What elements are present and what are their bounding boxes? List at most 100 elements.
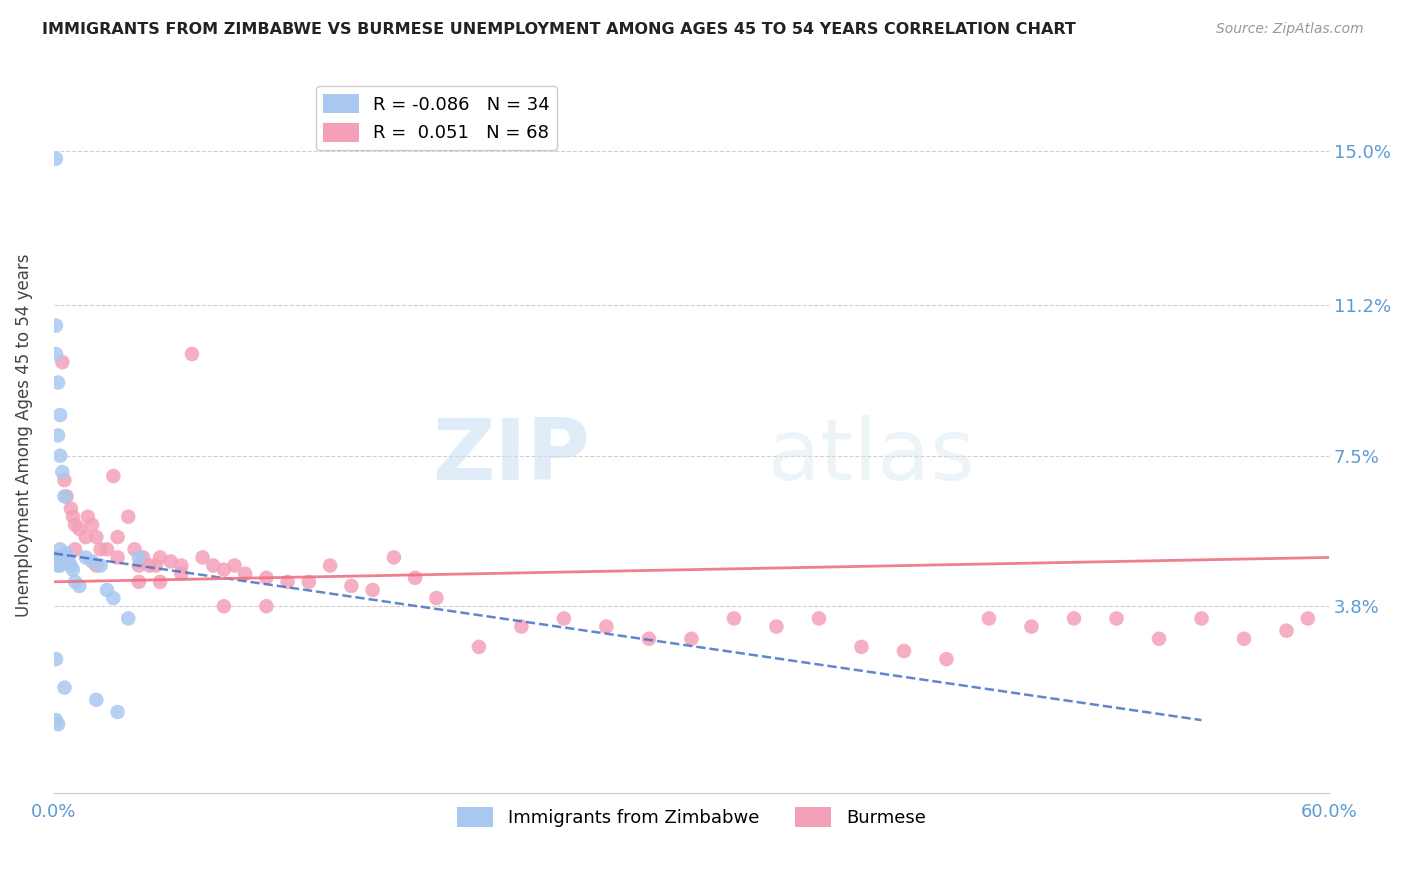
Point	[254, 571, 277, 585]
Point	[86, 558, 108, 573]
Point	[63, 574, 86, 589]
Point	[224, 558, 246, 573]
Point	[159, 554, 181, 568]
Point	[254, 599, 277, 614]
Point	[86, 693, 108, 707]
Point	[62, 509, 84, 524]
Point	[149, 574, 172, 589]
Point	[1191, 611, 1213, 625]
Point	[149, 550, 172, 565]
Point	[1021, 619, 1043, 633]
Point	[638, 632, 661, 646]
Point	[53, 490, 76, 504]
Point	[1105, 611, 1128, 625]
Point	[212, 599, 235, 614]
Point	[96, 542, 118, 557]
Point	[170, 558, 193, 573]
Point	[45, 318, 67, 333]
Point	[46, 554, 69, 568]
Point	[681, 632, 703, 646]
Y-axis label: Unemployment Among Ages 45 to 54 years: Unemployment Among Ages 45 to 54 years	[15, 253, 32, 617]
Point	[1063, 611, 1085, 625]
Point	[124, 542, 146, 557]
Point	[510, 619, 533, 633]
Point	[1233, 632, 1256, 646]
Point	[67, 522, 90, 536]
Point	[62, 563, 84, 577]
Point	[170, 566, 193, 581]
Point	[851, 640, 873, 654]
Point	[45, 347, 67, 361]
Point	[103, 469, 125, 483]
Point	[128, 558, 150, 573]
Point	[80, 517, 103, 532]
Point	[138, 558, 160, 573]
Point	[128, 574, 150, 589]
Point	[404, 571, 426, 585]
Point	[382, 550, 405, 565]
Point	[107, 550, 129, 565]
Point	[86, 530, 108, 544]
Point	[202, 558, 225, 573]
Point	[63, 542, 86, 557]
Legend: Immigrants from Zimbabwe, Burmese: Immigrants from Zimbabwe, Burmese	[450, 800, 934, 834]
Point	[55, 490, 77, 504]
Point	[893, 644, 915, 658]
Point	[107, 530, 129, 544]
Point	[46, 376, 69, 390]
Point	[45, 152, 67, 166]
Point	[553, 611, 575, 625]
Point	[67, 579, 90, 593]
Text: Source: ZipAtlas.com: Source: ZipAtlas.com	[1216, 22, 1364, 37]
Point	[49, 542, 72, 557]
Point	[319, 558, 342, 573]
Text: IMMIGRANTS FROM ZIMBABWE VS BURMESE UNEMPLOYMENT AMONG AGES 45 TO 54 YEARS CORRE: IMMIGRANTS FROM ZIMBABWE VS BURMESE UNEM…	[42, 22, 1076, 37]
Point	[51, 550, 73, 565]
Point	[45, 652, 67, 666]
Point	[181, 347, 204, 361]
Point	[935, 652, 957, 666]
Point	[212, 563, 235, 577]
Point	[45, 713, 67, 727]
Point	[298, 574, 321, 589]
Point	[46, 558, 69, 573]
Point	[340, 579, 363, 593]
Text: ZIP: ZIP	[432, 416, 589, 499]
Point	[49, 558, 72, 573]
Point	[1147, 632, 1170, 646]
Point	[1296, 611, 1319, 625]
Point	[59, 501, 82, 516]
Point	[55, 546, 77, 560]
Point	[53, 681, 76, 695]
Point	[128, 550, 150, 565]
Point	[90, 542, 112, 557]
Point	[63, 517, 86, 532]
Text: atlas: atlas	[768, 416, 976, 499]
Point	[277, 574, 299, 589]
Point	[117, 611, 139, 625]
Point	[595, 619, 617, 633]
Point	[80, 554, 103, 568]
Point	[75, 550, 97, 565]
Point	[76, 509, 98, 524]
Point	[46, 550, 69, 565]
Point	[46, 428, 69, 442]
Point	[51, 355, 73, 369]
Point	[1275, 624, 1298, 638]
Point	[49, 449, 72, 463]
Point	[75, 530, 97, 544]
Point	[90, 558, 112, 573]
Point	[49, 408, 72, 422]
Point	[132, 550, 155, 565]
Point	[103, 591, 125, 606]
Point	[51, 465, 73, 479]
Point	[46, 717, 69, 731]
Point	[145, 558, 167, 573]
Point	[58, 554, 80, 568]
Point	[191, 550, 214, 565]
Point	[117, 509, 139, 524]
Point	[107, 705, 129, 719]
Point	[723, 611, 745, 625]
Point	[807, 611, 830, 625]
Point	[977, 611, 1000, 625]
